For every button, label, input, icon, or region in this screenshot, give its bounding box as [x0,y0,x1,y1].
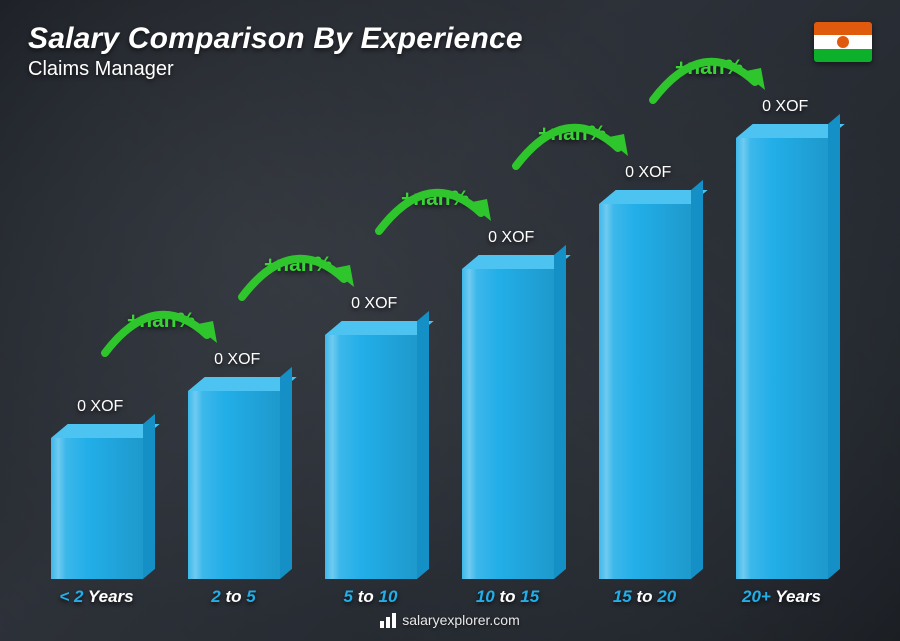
bar [599,204,691,579]
bar [325,335,417,579]
bar [188,391,280,579]
bar-slot: 0 XOF+nan% [439,110,576,579]
site-logo: salaryexplorer.com [380,612,520,628]
bar-front [462,269,554,579]
bar [736,138,828,579]
bar-front [599,204,691,579]
x-axis-label: 10 to 15 [439,587,576,607]
bar-side-face [554,245,566,579]
x-axis-label: 5 to 10 [302,587,439,607]
x-axis-labels: < 2 Years2 to 55 to 1010 to 1515 to 2020… [28,587,850,607]
x-axis-label: 2 to 5 [165,587,302,607]
footer: salaryexplorer.com [0,612,900,631]
bar-front [188,391,280,579]
x-axis-label: < 2 Years [28,587,165,607]
bar-side-face [280,367,292,579]
bar-value-label: 0 XOF [351,295,397,313]
bar-side-face [143,414,155,579]
bar-front [325,335,417,579]
flag-disc [837,36,849,48]
country-flag [814,22,872,62]
bar-front [51,438,143,579]
delta-label: +nan% [127,309,195,333]
bar-slot: 0 XOF+nan% [576,110,713,579]
page-title: Salary Comparison By Experience [28,22,872,56]
footer-text: salaryexplorer.com [402,612,520,628]
flag-stripe-mid [814,35,872,48]
header: Salary Comparison By Experience Claims M… [28,22,872,81]
bar-front [736,138,828,579]
bar-value-label: 0 XOF [488,229,534,247]
page-subtitle: Claims Manager [28,58,872,81]
x-axis-label: 20+ Years [713,587,850,607]
bar-value-label: 0 XOF [762,98,808,116]
delta-label: +nan% [675,56,743,80]
delta-label: +nan% [264,253,332,277]
bar-slot: 0 XOF [28,110,165,579]
bar-side-face [417,311,429,579]
bar-value-label: 0 XOF [214,351,260,369]
delta-label: +nan% [538,122,606,146]
bar-chart: 0 XOF0 XOF+nan%0 XOF+nan%0 XOF+nan%0 XOF… [28,110,850,579]
bars-icon [380,612,396,628]
delta-label: +nan% [401,187,469,211]
bar-value-label: 0 XOF [625,164,671,182]
container: Salary Comparison By Experience Claims M… [0,0,900,641]
x-axis-label: 15 to 20 [576,587,713,607]
bar-value-label: 0 XOF [77,398,123,416]
bar-slot: 0 XOF+nan% [302,110,439,579]
bar-slot: 0 XOF+nan% [165,110,302,579]
bar [51,438,143,579]
flag-stripe-bot [814,49,872,62]
flag-stripe-top [814,22,872,35]
bar-slot: 0 XOF+nan% [713,110,850,579]
bar-side-face [828,114,840,579]
bar [462,269,554,579]
bars-row: 0 XOF0 XOF+nan%0 XOF+nan%0 XOF+nan%0 XOF… [28,110,850,579]
bar-side-face [691,180,703,579]
